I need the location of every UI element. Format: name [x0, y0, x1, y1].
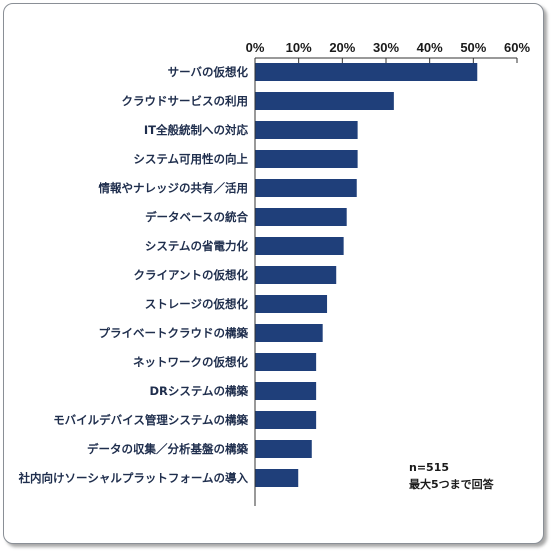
bar: [255, 382, 317, 400]
bar: [255, 411, 317, 429]
category-label: IT全般統制への対応: [144, 123, 249, 137]
bar: [255, 353, 317, 371]
category-label: ストレージの仮想化: [145, 297, 249, 311]
bar: [255, 121, 358, 139]
bar: [255, 92, 394, 110]
bar: [255, 266, 337, 284]
category-label: システム可用性の向上: [133, 152, 248, 166]
sample-size-note: n=515: [409, 461, 450, 474]
bar: [255, 237, 344, 255]
x-tick-label: 10%: [286, 40, 312, 55]
x-tick-label: 20%: [329, 40, 355, 55]
x-tick-label: 0%: [246, 40, 265, 55]
bars: [255, 63, 478, 487]
x-tick-label: 40%: [417, 40, 443, 55]
category-label: 社内向けソーシャルプラットフォームの導入: [18, 471, 249, 485]
bar: [255, 295, 328, 313]
category-label: 情報やナレッジの共有／活用: [98, 181, 249, 195]
bar: [255, 150, 358, 168]
bar: [255, 208, 347, 226]
x-tick-label: 50%: [460, 40, 486, 55]
bar: [255, 440, 312, 458]
bar: [255, 63, 478, 81]
category-label: クライアントの仮想化: [133, 268, 248, 282]
category-label: データベースの統合: [145, 210, 248, 224]
category-label: クラウドサービスの利用: [122, 94, 249, 108]
bar: [255, 469, 299, 487]
x-tick-label: 30%: [373, 40, 399, 55]
category-label: DRシステムの構築: [149, 384, 248, 398]
category-label: プライベートクラウドの構築: [99, 326, 249, 340]
answer-limit-note: 最大5つまで回答: [409, 478, 494, 491]
category-label: モバイルデバイス管理システムの構築: [53, 413, 248, 427]
category-label: データの収集／分析基盤の構築: [87, 442, 248, 456]
x-axis-ticks: 0% 10% 20% 30% 40% 50% 60%: [246, 40, 530, 63]
bar: [255, 179, 357, 197]
category-label: システムの省電力化: [145, 239, 249, 253]
category-label: サーバの仮想化: [168, 65, 249, 79]
x-tick-label: 60%: [504, 40, 530, 55]
category-label: ネットワークの仮想化: [133, 355, 248, 369]
bar: [255, 324, 323, 342]
